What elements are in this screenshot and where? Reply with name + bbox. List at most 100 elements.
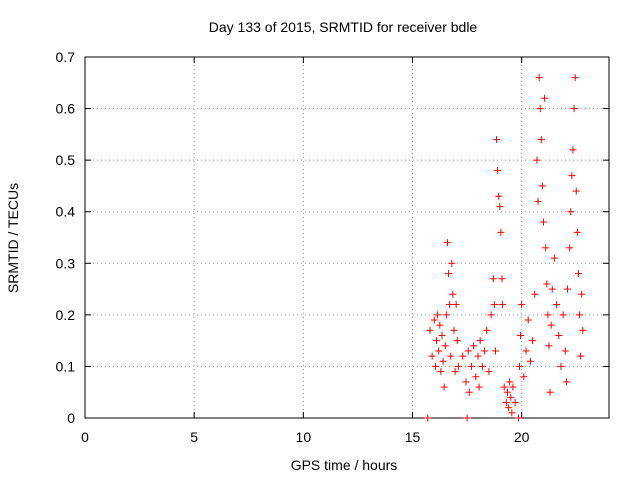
- data-point: [520, 373, 528, 381]
- data-point: [515, 362, 523, 370]
- y-tick-label: 0.2: [56, 307, 76, 323]
- data-point: [569, 146, 577, 154]
- data-point: [509, 383, 517, 391]
- data-point: [572, 187, 580, 195]
- data-point: [497, 228, 505, 236]
- data-point: [430, 316, 438, 324]
- data-point: [533, 156, 541, 164]
- data-point: [470, 342, 478, 350]
- data-point: [511, 399, 519, 407]
- data-point: [435, 347, 443, 355]
- data-point: [495, 192, 503, 200]
- data-point: [507, 393, 515, 401]
- data-point: [506, 378, 514, 386]
- data-point: [498, 275, 506, 283]
- y-tick-label: 0.6: [56, 101, 76, 117]
- data-point: [438, 331, 446, 339]
- data-point: [443, 239, 451, 247]
- data-point: [503, 388, 511, 396]
- data-point: [462, 378, 470, 386]
- data-point: [450, 326, 458, 334]
- data-point: [536, 105, 544, 113]
- data-point: [543, 280, 551, 288]
- data-point: [445, 270, 453, 278]
- data-point: [535, 74, 543, 82]
- data-point: [487, 311, 495, 319]
- data-point: [548, 285, 556, 293]
- data-point: [437, 368, 445, 376]
- data-point: [441, 342, 449, 350]
- data-point: [534, 197, 542, 205]
- data-point: [564, 285, 572, 293]
- y-tick-label: 0.7: [56, 49, 76, 65]
- data-point: [526, 357, 534, 365]
- data-point: [440, 383, 448, 391]
- data-point: [485, 368, 493, 376]
- plot-frame: [84, 56, 610, 419]
- data-point: [508, 409, 516, 417]
- data-point: [518, 301, 526, 309]
- axes: 0 5 10 15 20 0 0.1 0.2 0.3 0.4 0.5 0.6 0.7: [56, 49, 609, 445]
- data-point: [529, 337, 537, 345]
- data-point: [451, 368, 459, 376]
- y-tick-label: 0.4: [56, 204, 76, 220]
- data-point: [449, 290, 457, 298]
- data-point: [540, 218, 547, 226]
- data-point: [547, 321, 555, 329]
- data-point: [426, 326, 434, 334]
- data-point: [505, 404, 513, 412]
- data-point: [467, 362, 475, 370]
- data-point: [557, 362, 565, 370]
- data-point: [577, 352, 585, 360]
- data-point: [446, 301, 454, 309]
- data-point: [574, 270, 582, 278]
- data-point: [489, 275, 497, 283]
- data-point: [559, 311, 567, 319]
- y-tick-label: 0: [67, 410, 75, 426]
- data-point: [433, 337, 441, 345]
- data-point: [524, 316, 532, 324]
- data-point: [478, 362, 486, 370]
- data-point: [496, 203, 504, 211]
- data-point: [537, 136, 545, 144]
- data-point: [500, 383, 508, 391]
- y-tick-label: 0.1: [56, 358, 76, 374]
- data-point: [553, 301, 561, 309]
- x-axis-label: GPS time / hours: [291, 457, 398, 473]
- data-point: [476, 337, 484, 345]
- data-point: [576, 311, 584, 319]
- data-point: [531, 290, 539, 298]
- data-points: [424, 74, 587, 422]
- chart-title: Day 133 of 2015, SRMTID for receiver bdl…: [209, 19, 478, 35]
- data-point: [573, 228, 581, 236]
- data-point: [442, 311, 450, 319]
- y-tick-label: 0.5: [56, 152, 76, 168]
- data-point: [567, 208, 575, 216]
- data-point: [452, 301, 460, 309]
- x-tick-label: 5: [190, 429, 198, 445]
- data-point: [538, 182, 546, 190]
- data-point: [454, 362, 462, 370]
- data-point: [493, 136, 501, 144]
- data-point: [464, 347, 472, 355]
- data-point: [424, 414, 432, 422]
- data-point: [545, 342, 553, 350]
- data-point: [517, 331, 525, 339]
- data-point: [498, 301, 506, 309]
- data-point: [481, 347, 489, 355]
- x-tick-label: 0: [81, 429, 89, 445]
- data-point: [465, 388, 473, 396]
- data-point: [483, 326, 491, 334]
- data-point: [475, 383, 483, 391]
- data-point: [570, 105, 578, 113]
- data-point: [541, 94, 549, 102]
- data-point: [566, 244, 574, 252]
- data-point: [447, 352, 455, 360]
- data-point: [578, 290, 586, 298]
- data-point: [562, 378, 570, 386]
- data-point: [555, 331, 563, 339]
- data-point: [434, 311, 442, 319]
- data-point: [579, 326, 587, 334]
- data-point: [544, 311, 552, 319]
